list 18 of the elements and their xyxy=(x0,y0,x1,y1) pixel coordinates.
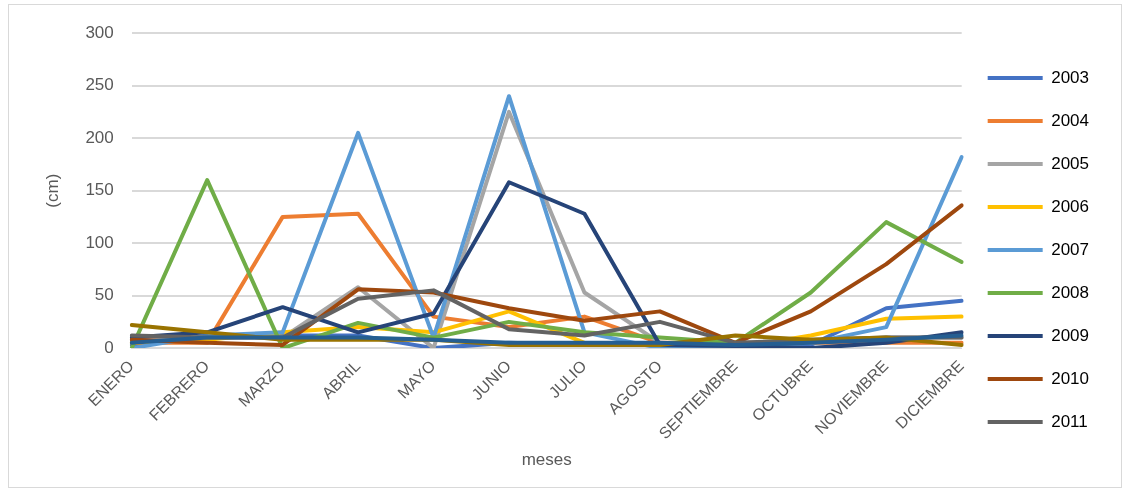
legend-label: 2009 xyxy=(1051,325,1090,345)
y-tick-label: 300 xyxy=(85,22,114,42)
y-tick-label: 150 xyxy=(85,180,114,200)
legend-label: 2011 xyxy=(1051,411,1088,431)
y-tick-label: 250 xyxy=(85,75,114,95)
legend-label: 2008 xyxy=(1051,282,1090,302)
y-axis-title: (cm) xyxy=(42,173,62,208)
y-tick-label: 100 xyxy=(85,232,114,252)
y-tick-label: 200 xyxy=(85,127,114,147)
legend-label: 2010 xyxy=(1051,368,1090,388)
y-tick-label: 0 xyxy=(104,337,114,357)
y-tick-label: 50 xyxy=(94,285,114,305)
legend-label: 2006 xyxy=(1051,196,1090,216)
legend-label: 2007 xyxy=(1051,239,1090,259)
legend-label: 2003 xyxy=(1051,67,1090,87)
x-axis-title: meses xyxy=(521,450,572,470)
legend-label: 2005 xyxy=(1051,153,1090,173)
legend-label: 2004 xyxy=(1051,110,1090,130)
